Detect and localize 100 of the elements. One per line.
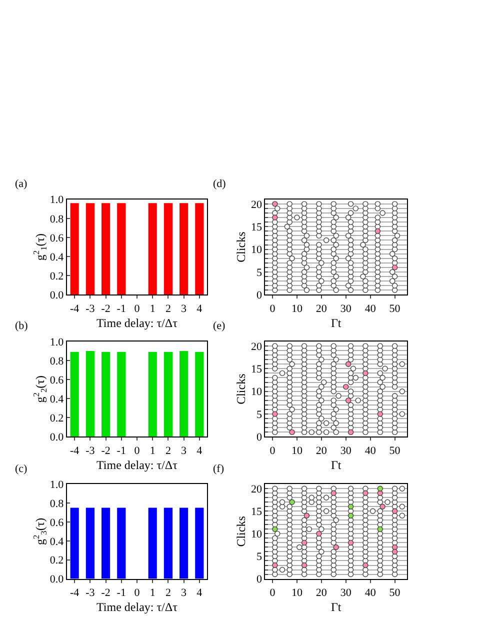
y-tick-label: 0.8 bbox=[50, 498, 64, 510]
point bbox=[316, 361, 322, 367]
point bbox=[301, 490, 308, 496]
point bbox=[301, 214, 308, 220]
point bbox=[289, 256, 295, 262]
x-tick-label: -2 bbox=[101, 444, 110, 457]
point bbox=[286, 402, 292, 408]
point bbox=[301, 361, 308, 367]
y-tick-label: 0 bbox=[256, 574, 262, 586]
y-tick-label: 0.2 bbox=[50, 412, 64, 425]
point bbox=[399, 504, 405, 510]
point bbox=[333, 420, 339, 426]
point bbox=[272, 411, 278, 417]
point bbox=[330, 366, 336, 372]
x-tick-label: -1 bbox=[116, 302, 126, 315]
y-tick-label: 20 bbox=[250, 340, 262, 353]
point bbox=[321, 379, 327, 386]
point bbox=[286, 352, 292, 358]
point bbox=[323, 237, 330, 244]
point bbox=[392, 214, 398, 220]
point bbox=[308, 494, 314, 500]
y-tick-label: 0.6 bbox=[50, 374, 64, 386]
point bbox=[392, 370, 398, 376]
y-tick-label: 0.8 bbox=[50, 213, 64, 226]
point bbox=[333, 356, 339, 362]
x-tick-label: 2 bbox=[165, 586, 171, 599]
y-tick-label: 1.0 bbox=[50, 478, 64, 491]
point bbox=[330, 278, 336, 284]
point bbox=[316, 530, 322, 537]
y-axis-title: Clicks bbox=[234, 231, 248, 262]
point bbox=[316, 201, 322, 207]
x-tick-label: 0 bbox=[270, 444, 276, 457]
x-tick-label: 3 bbox=[181, 586, 188, 599]
point bbox=[286, 343, 292, 349]
point bbox=[330, 504, 336, 510]
point bbox=[345, 256, 352, 262]
point bbox=[289, 361, 295, 367]
point bbox=[272, 424, 278, 431]
y-tick-label: 0.6 bbox=[50, 232, 64, 244]
point bbox=[377, 424, 383, 431]
point bbox=[301, 343, 308, 349]
point bbox=[301, 282, 308, 288]
point bbox=[330, 210, 336, 216]
y-tick-label: 0.2 bbox=[50, 270, 64, 282]
point bbox=[306, 526, 312, 532]
point bbox=[377, 352, 383, 358]
point bbox=[286, 512, 292, 519]
point bbox=[362, 246, 368, 252]
y-tick-label: 5 bbox=[256, 266, 262, 279]
point bbox=[272, 517, 278, 524]
point bbox=[392, 508, 398, 514]
point bbox=[345, 361, 352, 367]
point bbox=[399, 361, 405, 367]
point bbox=[333, 256, 339, 262]
point bbox=[374, 206, 381, 212]
point bbox=[392, 406, 398, 412]
point bbox=[362, 393, 368, 399]
x-tick-label: -4 bbox=[70, 586, 80, 599]
point bbox=[301, 206, 308, 212]
point bbox=[348, 352, 354, 358]
point bbox=[374, 274, 381, 280]
point bbox=[301, 352, 308, 358]
y-tick-label: 15 bbox=[250, 506, 262, 518]
point bbox=[362, 429, 368, 436]
point bbox=[330, 490, 336, 496]
point bbox=[377, 416, 383, 422]
point bbox=[380, 504, 386, 510]
point bbox=[286, 366, 292, 372]
point bbox=[316, 420, 322, 426]
point bbox=[330, 219, 336, 225]
point bbox=[362, 232, 368, 239]
point bbox=[286, 287, 292, 294]
point bbox=[301, 348, 308, 354]
point bbox=[348, 504, 354, 510]
point bbox=[377, 526, 383, 532]
point bbox=[370, 508, 376, 514]
point bbox=[272, 214, 278, 220]
y-tick-label: 0 bbox=[256, 290, 262, 302]
point bbox=[272, 388, 278, 394]
point bbox=[399, 411, 405, 417]
x-tick-label: 20 bbox=[316, 586, 328, 599]
point bbox=[289, 499, 295, 505]
text: (d) bbox=[213, 178, 226, 190]
point bbox=[318, 416, 324, 422]
point bbox=[286, 228, 292, 234]
point bbox=[348, 237, 354, 244]
point bbox=[374, 282, 381, 288]
point bbox=[362, 370, 368, 376]
point bbox=[374, 264, 381, 270]
point bbox=[362, 356, 368, 362]
point bbox=[348, 269, 354, 275]
point bbox=[301, 237, 308, 244]
point bbox=[392, 352, 398, 358]
point bbox=[294, 214, 300, 220]
point bbox=[304, 242, 310, 248]
point bbox=[392, 490, 398, 496]
x-tick-label: 0 bbox=[134, 444, 140, 457]
point bbox=[318, 356, 324, 362]
point bbox=[316, 424, 322, 431]
point bbox=[286, 206, 292, 212]
